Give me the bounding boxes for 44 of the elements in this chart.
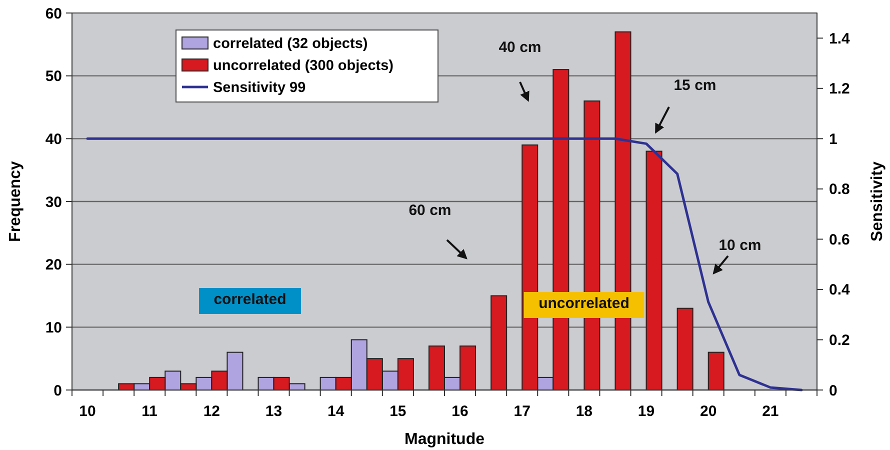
x-tick-label: 14 — [328, 403, 345, 420]
y-tick-label: 50 — [45, 68, 62, 86]
y2-tick-label: 0.8 — [829, 181, 850, 198]
x-tick-label: 12 — [203, 403, 220, 420]
y-tick-label: 60 — [45, 5, 62, 22]
x-tick-label: 21 — [762, 403, 779, 420]
y-tick-label: 30 — [45, 194, 62, 211]
y-tick-label: 10 — [45, 319, 62, 336]
bar — [676, 308, 694, 390]
bar — [490, 295, 508, 390]
legend-label: uncorrelated (300 objects) — [213, 58, 394, 74]
annotation: 15 cm — [674, 77, 716, 94]
x-tick-label: 20 — [700, 403, 717, 420]
legend-label: correlated (32 objects) — [213, 36, 368, 52]
bar — [708, 352, 724, 390]
x-tick-label: 16 — [452, 403, 468, 420]
x-tick-label: 15 — [390, 403, 406, 420]
bar — [646, 150, 662, 390]
y2-tick-label: 0 — [829, 382, 838, 400]
y2-axis-title: Sensitivity — [869, 161, 886, 242]
y-tick-label: 40 — [45, 130, 62, 148]
x-tick-label: 13 — [265, 403, 282, 420]
legend-label: Sensitivity 99 — [213, 80, 306, 96]
x-tick-label: 17 — [514, 403, 530, 420]
annotation: correlated — [214, 291, 286, 308]
annotation: 40 cm — [498, 39, 542, 56]
y2-tick-label: 1.4 — [829, 30, 851, 48]
annotation: 60 cm — [408, 202, 452, 219]
x-tick-label: 19 — [638, 403, 655, 420]
x-tick-label: 10 — [79, 403, 96, 420]
x-tick-label: 11 — [142, 403, 158, 420]
y-axis-title: Frequency — [7, 160, 24, 242]
y2-tick-label: 1.2 — [829, 80, 850, 98]
y2-tick-label: 1 — [829, 130, 838, 148]
annotation: 10 cm — [718, 237, 762, 254]
annotation: uncorrelated — [538, 295, 630, 312]
x-tick-label: 18 — [576, 403, 593, 420]
x-axis-title: Magnitude — [404, 431, 485, 448]
line-series — [86, 137, 803, 392]
y-tick-label: 20 — [45, 256, 62, 274]
y-tick-label: 0 — [54, 382, 62, 400]
y2-tick-label: 0.6 — [829, 231, 850, 248]
y2-tick-label: 0.4 — [829, 282, 851, 299]
y2-tick-label: 0.2 — [829, 332, 850, 349]
